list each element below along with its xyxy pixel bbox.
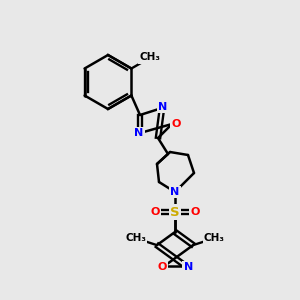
- Text: O: O: [190, 207, 200, 217]
- Text: S: S: [170, 206, 180, 218]
- Text: N: N: [134, 128, 144, 138]
- Text: CH₃: CH₃: [125, 233, 146, 243]
- Text: CH₃: CH₃: [140, 52, 160, 62]
- Text: N: N: [184, 262, 193, 272]
- Text: CH₃: CH₃: [204, 233, 225, 243]
- Text: O: O: [157, 262, 167, 272]
- Text: O: O: [150, 207, 160, 217]
- Text: N: N: [158, 102, 168, 112]
- Text: O: O: [171, 119, 181, 129]
- Text: N: N: [170, 187, 180, 197]
